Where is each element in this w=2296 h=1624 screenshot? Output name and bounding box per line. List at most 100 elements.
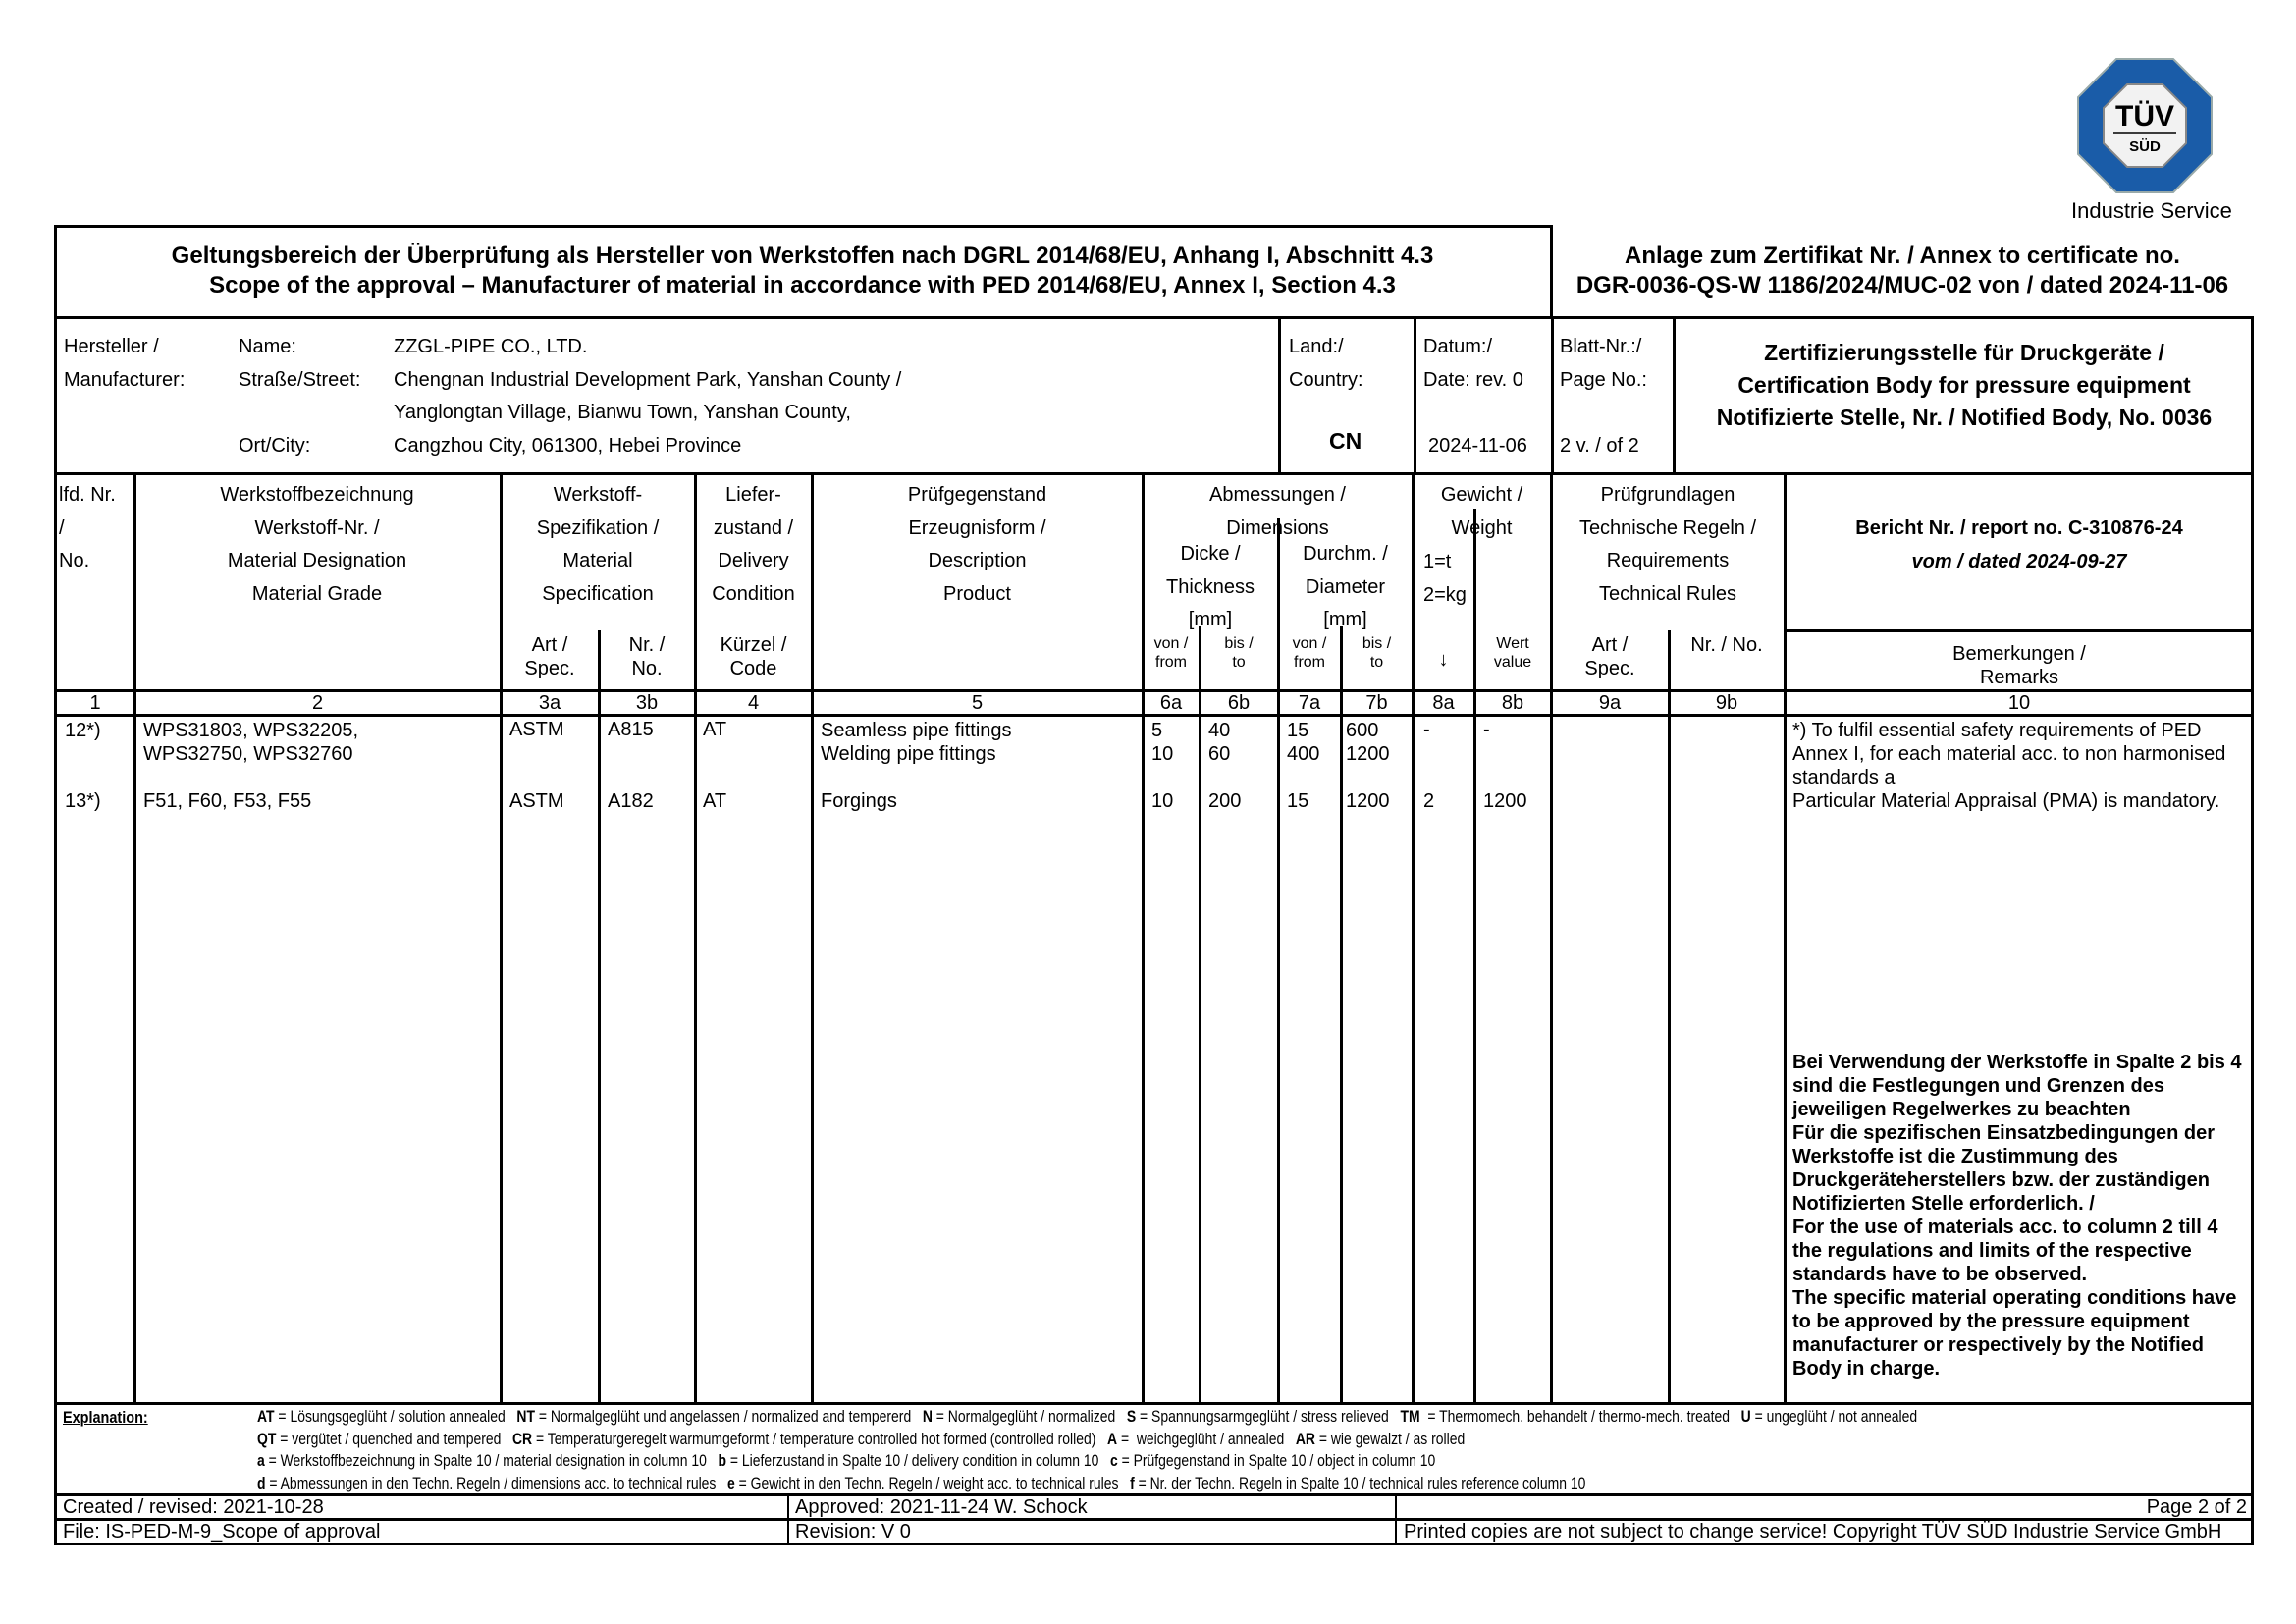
col-number: 7a [1298, 692, 1321, 714]
divider [54, 472, 2254, 475]
legend-code: e [727, 1473, 735, 1492]
col-line [1473, 509, 1476, 1404]
legend-code: NT [516, 1407, 536, 1426]
legend-description: = Gewicht in den Techn. Regeln / weight … [734, 1473, 1131, 1492]
title-en: Scope of the approval – Manufacturer of … [209, 272, 1396, 298]
header-rules-no: Nr. / No. [1690, 634, 1763, 656]
annex-line2: DGR-0036-QS-W 1186/2024/MUC-02 von / dat… [1575, 272, 2229, 298]
header-remarks: Bemerkungen / Remarks [1952, 643, 2086, 688]
legend-description: = weichgeglüht / annealed [1117, 1429, 1296, 1448]
col-line [1412, 474, 1415, 1404]
manufacturer-name: ZZGL-PIPE CO., LTD. [394, 336, 588, 357]
col-line [598, 630, 601, 1404]
col-number: 7b [1365, 692, 1388, 714]
page-value: 2 v. / of 2 [1560, 435, 1639, 457]
header-delivery: Liefer- zustand / Delivery Condition [712, 484, 795, 605]
city: Cangzhou City, 061300, Hebei Province [394, 435, 742, 457]
legend-code: QT [257, 1429, 277, 1448]
row-thickness-from: 5 10 [1151, 720, 1174, 765]
legend-code: N [922, 1407, 933, 1426]
row-spec-no: A815 [608, 719, 654, 740]
page-label-en: Page No.: [1560, 369, 1647, 391]
row-weight-unit: 2 [1423, 790, 1435, 812]
row-weight-unit: - [1423, 719, 1430, 740]
date-value: 2024-11-06 [1428, 435, 1527, 457]
col-number: 1 [89, 692, 101, 714]
col-number: 3a [538, 692, 561, 714]
col-number: 6b [1227, 692, 1251, 714]
row-spec-no: A182 [608, 790, 654, 812]
legend-description: = Lösungsgeglüht / solution annealed [274, 1407, 517, 1426]
country-value: CN [1329, 428, 1362, 454]
country-label: Land:/ [1289, 336, 1344, 357]
divider [54, 1518, 2254, 1521]
row-material: WPS31803, WPS32205, WPS32750, WPS32760 [143, 720, 359, 765]
legend-code: CR [511, 1429, 533, 1448]
explanation-line: d = Abmessungen in den Techn. Regeln / d… [257, 1473, 1585, 1495]
header-7b: bis / to [1362, 635, 1392, 671]
manufacturer-label-en: Manufacturer: [64, 369, 186, 391]
col-line [1784, 474, 1787, 1404]
legend-description: = Nr. der Techn. Regeln in Spalte 10 / t… [1134, 1473, 1586, 1492]
legend-code: f [1130, 1473, 1135, 1492]
street-label: Straße/Street: [239, 369, 361, 391]
row-diameter-to: 1200 [1346, 790, 1390, 812]
divider [54, 1493, 2254, 1496]
header-rules: Prüfgrundlagen Technische Regeln / Requi… [1578, 484, 1757, 605]
legend-description: = Normalgeglüht und angelassen / normali… [535, 1407, 923, 1426]
row-thickness-to: 200 [1208, 790, 1242, 812]
legend-code: b [718, 1451, 727, 1470]
col-number: 10 [2007, 692, 2031, 714]
col-line [1277, 518, 1280, 1404]
col-number: 9b [1715, 692, 1738, 714]
divider [54, 1402, 2254, 1405]
explanation-line: AT = Lösungsgeglüht / solution annealed … [257, 1406, 1917, 1429]
divider [1278, 316, 1281, 475]
legend-description: = vergütet / quenched and tempered [276, 1429, 512, 1448]
logo-caption: Industrie Service [2071, 198, 2232, 223]
down-arrow-icon: ↓ [1438, 649, 1449, 671]
header-spec-art: Art / Spec. [524, 634, 575, 679]
date-rev-label: Date: rev. 0 [1423, 369, 1523, 391]
legend-code: c [1109, 1451, 1118, 1470]
legend-description: = Werkstoffbezeichnung in Spalte 10 / ma… [264, 1451, 719, 1470]
footer-file: File: IS-PED-M-9_Scope of approval [63, 1521, 381, 1543]
street-line2: Yanglongtan Village, Bianwu Town, Yansha… [394, 402, 851, 423]
header-spec-no: Nr. / No. [628, 634, 666, 679]
header-6b: bis / to [1224, 635, 1254, 671]
row-no: 12*) [65, 720, 101, 741]
divider [1673, 316, 1676, 475]
col-line [1199, 626, 1201, 1404]
header-diameter: Durchm. / Diameter [mm] [1303, 543, 1388, 631]
street-line1: Chengnan Industrial Development Park, Ya… [394, 369, 902, 391]
cert-body-l3: Notifizierte Stelle, Nr. / Notified Body… [1716, 405, 2213, 430]
row-diameter-from: 15 400 [1287, 720, 1320, 765]
explanation-line: a = Werkstoffbezeichnung in Spalte 10 / … [257, 1450, 1435, 1473]
divider [1784, 629, 2253, 632]
city-label: Ort/City: [239, 435, 311, 457]
footer-copyright: Printed copies are not subject to change… [1404, 1521, 2222, 1543]
country-label-en: Country: [1289, 369, 1363, 391]
col-number: 9a [1598, 692, 1622, 714]
divider [787, 1494, 789, 1543]
col-number: 8a [1432, 692, 1455, 714]
row-spec: ASTM [509, 719, 564, 740]
row-spec: ASTM [509, 790, 564, 812]
remarks-pma-note: *) To fulfil essential safety requiremen… [1792, 720, 2226, 812]
header-rules-art: Art / Spec. [1584, 634, 1635, 679]
row-product: Seamless pipe fittings Welding pipe fitt… [821, 720, 1012, 765]
divider [54, 689, 2254, 692]
header-no: lfd. Nr. / No. [59, 484, 116, 572]
header-spec: Werkstoff- Spezifikation / Material Spec… [536, 484, 660, 605]
row-delivery: AT [703, 719, 727, 740]
col-line [500, 474, 503, 1404]
header-6a: von / from [1153, 635, 1189, 671]
footer-created: Created / revised: 2021-10-28 [63, 1496, 324, 1518]
logo-sub: SÜD [2129, 138, 2161, 155]
header-material: Werkstoffbezeichnung Werkstoff-Nr. / Mat… [220, 484, 414, 605]
row-delivery: AT [703, 790, 727, 812]
row-diameter-from: 15 [1287, 790, 1309, 812]
row-thickness-from: 10 [1151, 790, 1174, 812]
report-number: Bericht Nr. / report no. C-310876-24 [1855, 517, 2183, 539]
legend-description: = wie gewalzt / as rolled [1314, 1429, 1466, 1448]
